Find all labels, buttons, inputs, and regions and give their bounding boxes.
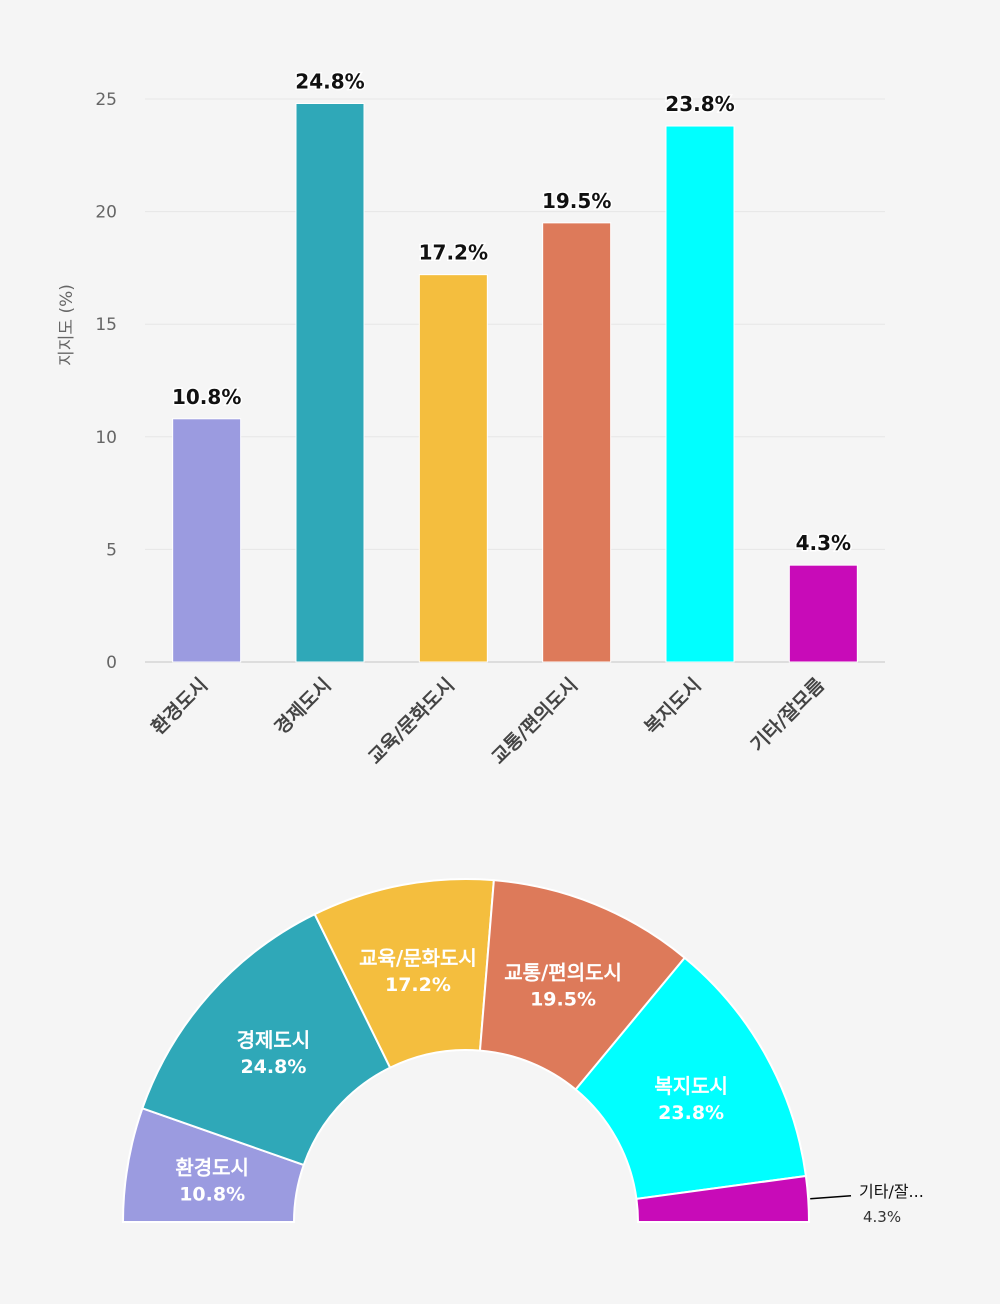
y-tick-label: 15 [95, 315, 117, 335]
bar [665, 125, 735, 663]
slice-value-label: 10.8% [179, 1184, 245, 1206]
slice-category-label: 기타/잘... [859, 1182, 924, 1201]
y-tick-label: 10 [95, 428, 117, 448]
slice-leader-line [810, 1195, 852, 1200]
y-tick-label: 25 [95, 90, 117, 110]
bar-value-label: 24.8% [295, 70, 364, 94]
slice-category-label: 교통/편의도시 [504, 960, 622, 984]
slice-value-label: 4.3% [863, 1208, 901, 1226]
slice-category-label: 환경도시 [175, 1156, 249, 1180]
slice-value-label: 23.8% [658, 1102, 724, 1124]
bar [542, 222, 612, 663]
bar-value-label: 23.8% [665, 92, 734, 116]
donut-slice [574, 956, 808, 1201]
donut-slice [141, 912, 392, 1167]
bar-chart: 지지도 (%) 0 5 10 15 20 25 10.8% 환경도시 24.8% 경제도시 17.2… [57, 68, 885, 769]
y-tick-label: 5 [106, 540, 117, 560]
x-tick-label: 복지도시 [641, 674, 706, 739]
bar-value-label: 10.8% [172, 385, 241, 409]
semi-donut-chart: 환경도시 10.8% 경제도시 24.8% 교육/문화도시 17.2% 교통/편의도시 19.… [121, 878, 924, 1226]
x-tick-label: 환경도시 [147, 674, 212, 739]
y-tick-label: 20 [95, 203, 117, 223]
bar-value-label: 19.5% [542, 189, 611, 213]
slice-category-label: 교육/문화도시 [359, 946, 477, 970]
slice-value-label: 24.8% [240, 1056, 306, 1078]
donut-slice [635, 1174, 811, 1223]
slice-value-label: 17.2% [385, 974, 451, 996]
bar-value-label: 4.3% [796, 531, 851, 555]
bar [788, 564, 858, 663]
slice-value-label: 19.5% [530, 988, 596, 1010]
y-tick-label: 0 [106, 653, 117, 673]
x-tick-label: 교통/편의도시 [488, 674, 583, 769]
bar [172, 418, 242, 663]
bar [418, 274, 488, 663]
slice-category-label: 복지도시 [654, 1074, 728, 1098]
bar [295, 103, 365, 663]
x-tick-label: 교육/문화도시 [364, 674, 459, 769]
bar-value-label: 17.2% [419, 241, 488, 265]
x-tick-label: 경제도시 [271, 674, 336, 739]
y-axis-title: 지지도 (%) [57, 284, 77, 366]
x-tick-label: 기타/잘모름 [747, 674, 829, 756]
slice-category-label: 경제도시 [237, 1028, 311, 1052]
